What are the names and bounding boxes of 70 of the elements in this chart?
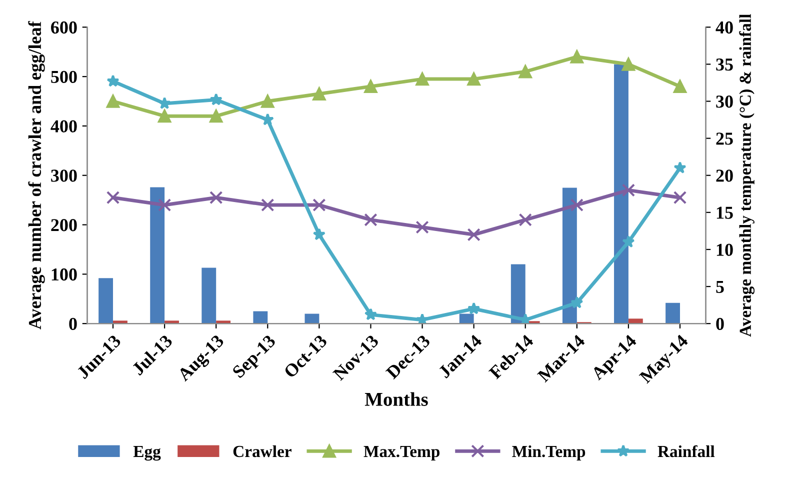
point: [261, 113, 274, 126]
point: [158, 198, 172, 212]
y2-axis-title: Average monthly temperature (°C) & rainfall: [739, 14, 755, 337]
y-tick-label: 400: [50, 120, 77, 132]
y2-tick-label: 20: [716, 170, 733, 182]
legend-label: Crawler: [233, 445, 292, 458]
bar: [614, 64, 628, 324]
point: [570, 198, 584, 212]
bar: [150, 187, 165, 324]
point: [518, 65, 532, 78]
bar: [202, 268, 216, 324]
point: [622, 58, 636, 71]
point: [622, 235, 635, 248]
point: [467, 228, 480, 242]
y2-tick-label: 40: [716, 21, 733, 34]
legend-label: Max.Temp: [364, 446, 440, 460]
y-tick-label: 100: [52, 268, 77, 281]
y2-tick-label: 35: [716, 58, 733, 71]
point: [364, 80, 378, 94]
bar: [510, 264, 526, 324]
point: [312, 198, 326, 212]
y-axis-title: Average number of crawler and egg/leaf: [28, 20, 45, 330]
point: [570, 50, 584, 64]
bar: [562, 188, 577, 324]
y-tick-label: 0: [69, 318, 77, 330]
point: [209, 191, 223, 204]
point: [416, 72, 429, 86]
point: [570, 296, 584, 308]
point: [210, 93, 222, 106]
bar: [666, 302, 680, 324]
y2-tick-label: 0: [716, 318, 724, 330]
y2-tick-label: 25: [716, 132, 733, 145]
bar: [304, 314, 320, 324]
point: [364, 308, 378, 320]
legend-label: Egg: [133, 446, 161, 461]
bar: [253, 311, 268, 324]
point: [416, 220, 429, 234]
y-tick-label: 200: [51, 219, 77, 232]
point: [312, 87, 326, 100]
point: [209, 109, 223, 123]
point: [158, 109, 172, 123]
y2-tick-label: 10: [716, 244, 733, 256]
y-tick-label: 600: [51, 21, 77, 34]
y-tick-label: 500: [51, 70, 77, 84]
point: [467, 302, 480, 314]
point: [261, 94, 274, 108]
y2-tick-label: 15: [716, 206, 733, 219]
point: [312, 228, 326, 240]
point: [106, 94, 120, 108]
legend-label: Rainfall: [658, 445, 715, 458]
point: [622, 184, 636, 197]
y2-tick-label: 30: [716, 96, 733, 108]
y-tick-label: 300: [51, 170, 77, 182]
bar: [628, 318, 643, 324]
point: [261, 198, 274, 212]
point: [416, 313, 429, 324]
point: [106, 74, 120, 87]
legend-label: Min.Temp: [512, 445, 586, 460]
point: [673, 80, 687, 94]
y2-tick-label: 5: [716, 280, 724, 293]
x-axis-title: Months: [364, 392, 428, 406]
point: [467, 72, 480, 86]
bar: [459, 314, 474, 324]
point: [518, 213, 532, 226]
point: [158, 96, 171, 110]
point: [673, 191, 687, 204]
point: [106, 191, 120, 204]
point: [674, 161, 686, 174]
point: [364, 213, 378, 226]
bar: [98, 278, 113, 324]
